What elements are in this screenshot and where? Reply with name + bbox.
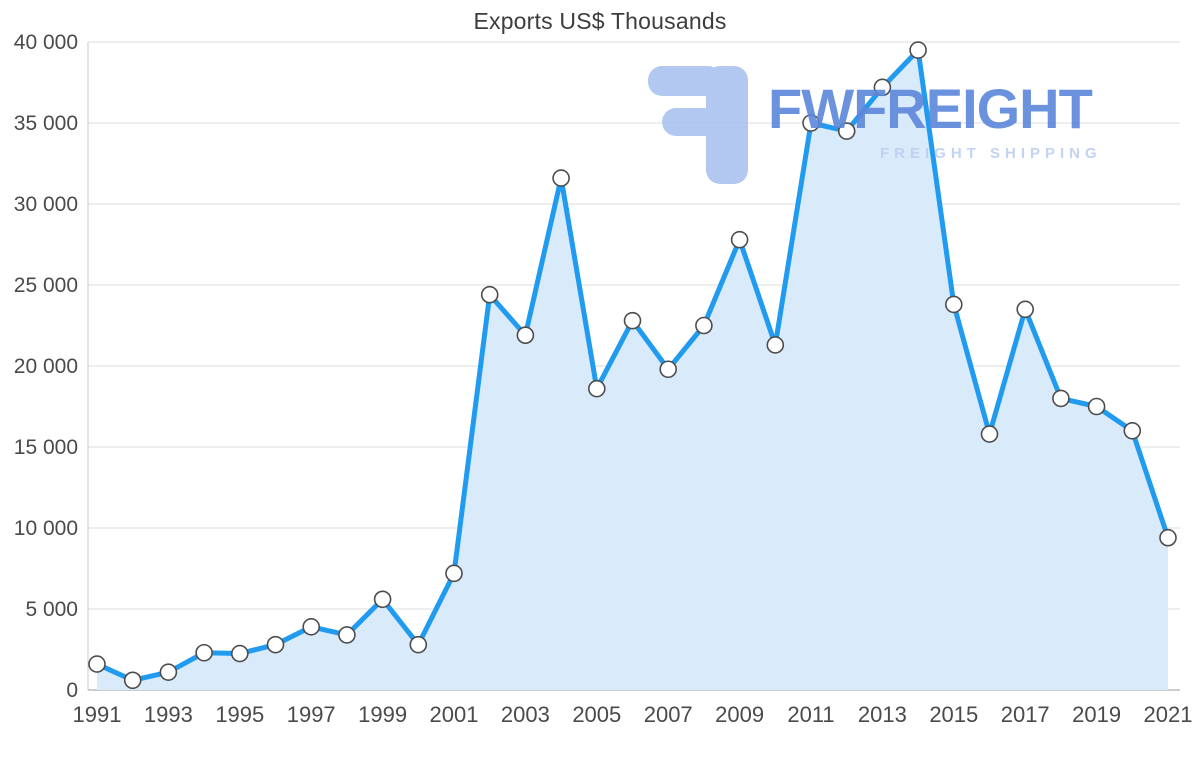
x-axis-tick-label: 2021 xyxy=(1144,702,1193,727)
data-point-2005[interactable] xyxy=(587,379,606,398)
area-fill xyxy=(97,50,1168,691)
x-axis-tick-label: 2013 xyxy=(858,702,907,727)
data-point-2004[interactable] xyxy=(552,169,570,187)
x-axis-tick-label: 1993 xyxy=(144,702,193,727)
x-axis-tick-label: 1999 xyxy=(358,702,407,727)
data-point-2000[interactable] xyxy=(409,635,428,654)
data-point-2009[interactable] xyxy=(730,230,749,249)
data-point-2018[interactable] xyxy=(1052,389,1070,408)
data-point-2003[interactable] xyxy=(516,326,535,345)
y-axis-tick-label: 25 000 xyxy=(14,274,78,297)
data-point-2017[interactable] xyxy=(1016,300,1034,319)
x-axis-tick-label: 1995 xyxy=(215,702,264,727)
y-axis-tick-label: 35 000 xyxy=(14,112,78,135)
data-point-2019[interactable] xyxy=(1087,397,1106,416)
data-point-2015[interactable] xyxy=(944,295,963,314)
x-axis-tick-label: 2015 xyxy=(929,702,978,727)
data-point-2010[interactable] xyxy=(766,336,785,354)
y-axis-tick-label: 30 000 xyxy=(14,193,78,216)
chart-title: Exports US$ Thousands xyxy=(473,8,727,34)
y-axis-tick-label: 10 000 xyxy=(14,517,78,540)
data-point-1992[interactable] xyxy=(123,671,142,690)
data-point-2012[interactable] xyxy=(837,122,856,140)
x-axis-tick-label: 2003 xyxy=(501,702,550,727)
data-point-2020[interactable] xyxy=(1123,421,1142,440)
data-point-2013[interactable] xyxy=(873,78,892,97)
data-point-1996[interactable] xyxy=(266,635,285,654)
x-axis-tick-label: 1991 xyxy=(73,702,122,727)
x-axis-tick-label: 1997 xyxy=(287,702,336,727)
data-point-2001[interactable] xyxy=(445,564,463,583)
data-point-2007[interactable] xyxy=(659,360,678,379)
data-point-2021[interactable] xyxy=(1159,528,1177,547)
data-point-1991[interactable] xyxy=(88,655,106,673)
y-axis-tick-label: 15 000 xyxy=(14,436,78,459)
data-point-2014[interactable] xyxy=(909,41,927,59)
x-axis-tick-label: 2017 xyxy=(1001,702,1050,727)
x-axis-tick-label: 2011 xyxy=(787,702,834,727)
data-point-1999[interactable] xyxy=(373,590,392,609)
data-point-2008[interactable] xyxy=(695,316,713,335)
x-axis-tick-label: 2005 xyxy=(572,702,621,727)
x-axis-tick-label: 2007 xyxy=(644,702,693,727)
data-point-2011[interactable] xyxy=(802,114,820,132)
y-axis-tick-label: 40 000 xyxy=(14,31,78,54)
data-point-1995[interactable] xyxy=(231,644,249,663)
x-axis-tick-label: 2019 xyxy=(1072,702,1121,727)
x-axis-tick-label: 2009 xyxy=(715,702,764,727)
x-axis-tick-label: 2001 xyxy=(430,702,479,727)
data-point-1997[interactable] xyxy=(302,618,321,636)
data-point-2016[interactable] xyxy=(980,425,999,443)
y-axis-tick-label: 20 000 xyxy=(14,355,78,378)
data-point-2002[interactable] xyxy=(480,285,499,304)
y-axis-tick-label: 0 xyxy=(66,679,78,702)
data-point-1998[interactable] xyxy=(338,626,356,644)
data-point-1994[interactable] xyxy=(195,643,213,662)
data-point-2006[interactable] xyxy=(623,311,642,330)
y-axis-tick-label: 5 000 xyxy=(25,598,78,621)
data-point-1993[interactable] xyxy=(159,663,178,681)
